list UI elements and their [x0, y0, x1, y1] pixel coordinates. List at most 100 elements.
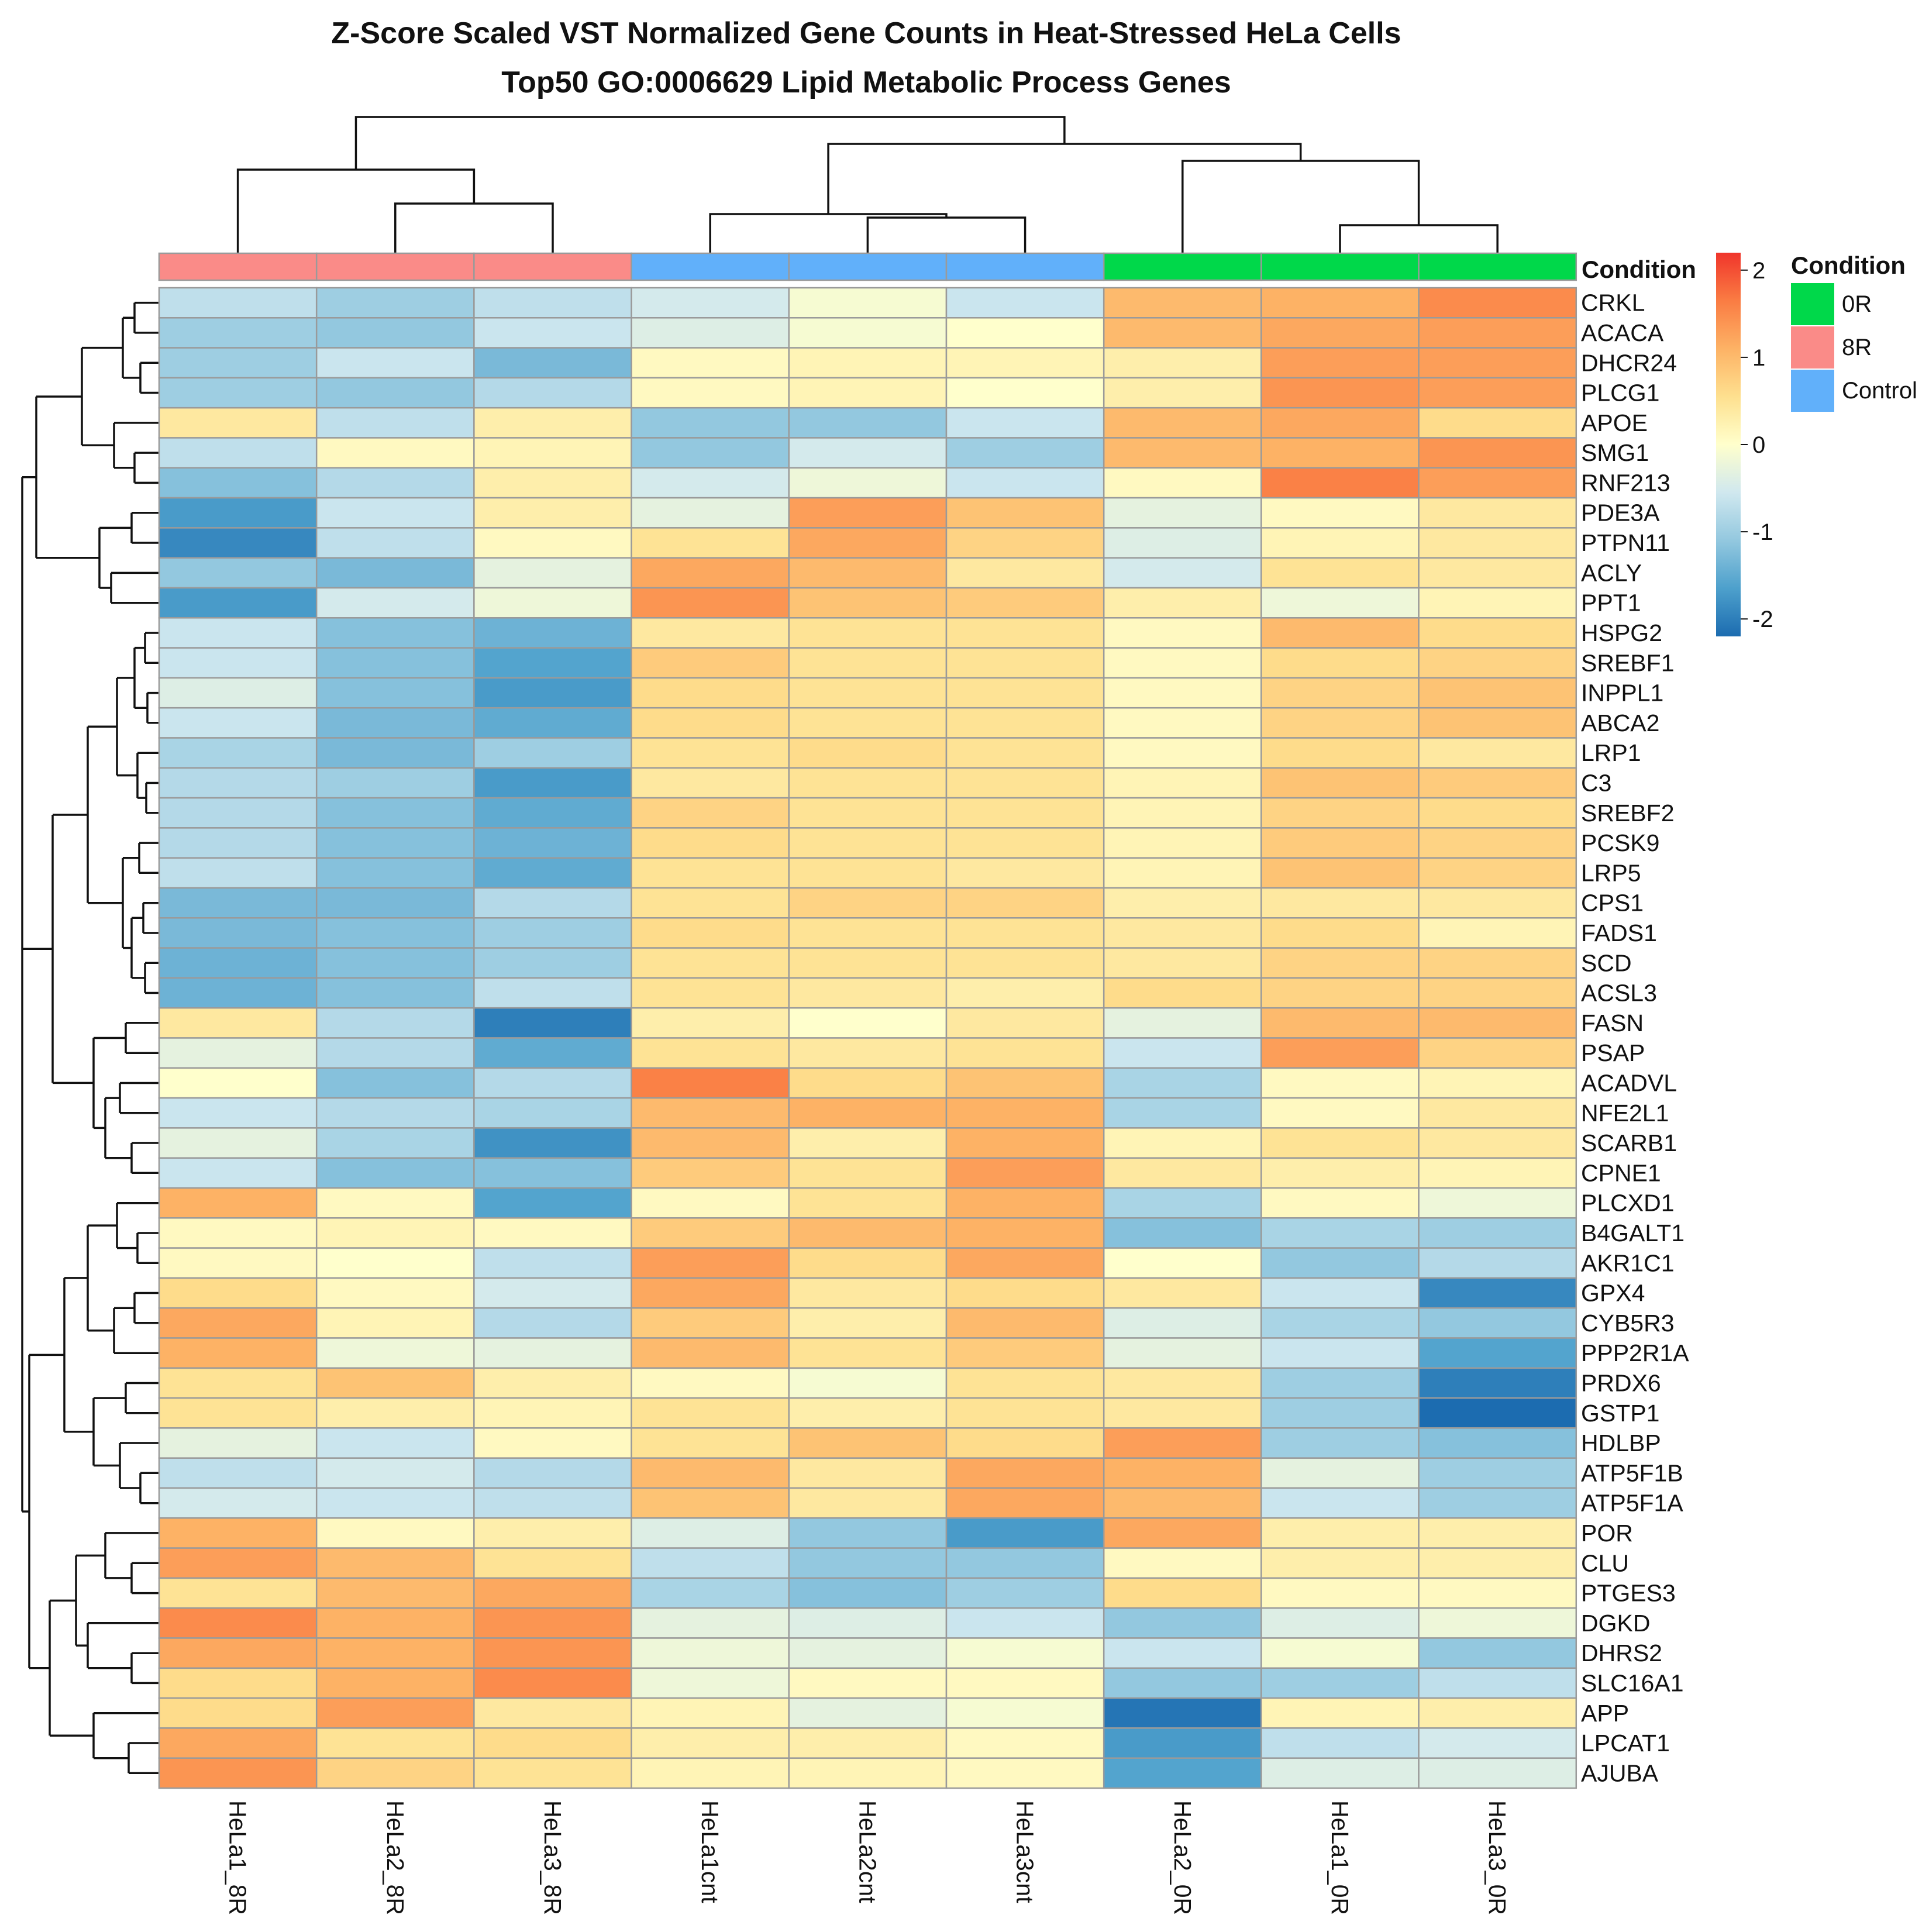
heatmap-cell-hspg2-hela1_8r: [158, 617, 318, 649]
heatmap-cell-ppp2r1a-hela2cnt: [788, 1337, 948, 1369]
gene-label-psap: PSAP: [1581, 1039, 1645, 1066]
heatmap-cell-pde3a-hela3_8r: [473, 497, 632, 529]
heatmap-cell-cps1-hela2_0r: [1103, 887, 1262, 919]
heatmap-cell-clu-hela3cnt: [945, 1547, 1105, 1579]
heatmap-cell-slc16a1-hela2cnt: [788, 1667, 948, 1699]
gene-label-ptges3: PTGES3: [1581, 1580, 1676, 1607]
legend-label-0r: 0R: [1842, 291, 1872, 317]
heatmap-cell-ptges3-hela1cnt: [631, 1577, 790, 1609]
heatmap-cell-app-hela2cnt: [788, 1697, 948, 1729]
dendrogram-branch: [394, 202, 554, 253]
scale-tick-label-neg1: -1: [1752, 519, 1773, 545]
heatmap-cell-acly-hela3_8r: [473, 557, 632, 589]
heatmap-cell-atp5f1b-hela3_0r: [1418, 1457, 1577, 1489]
heatmap-cell-nfe2l1-hela3cnt: [945, 1097, 1105, 1129]
heatmap-cell-gstp1-hela2cnt: [788, 1397, 948, 1429]
heatmap-cell-srebf2-hela1_8r: [158, 797, 318, 829]
gene-label-scd: SCD: [1581, 949, 1632, 976]
heatmap-cell-scarb1-hela2_8r: [315, 1127, 475, 1159]
heatmap-cell-ppp2r1a-hela3_0r: [1418, 1337, 1577, 1369]
heatmap-cell-por-hela1_0r: [1260, 1517, 1420, 1549]
condition-annotation-bar: [158, 252, 1577, 281]
heatmap-cell-ptpn11-hela2_0r: [1103, 527, 1262, 559]
gene-label-scarb1: SCARB1: [1581, 1129, 1677, 1156]
heatmap-cell-dgkd-hela3_0r: [1418, 1607, 1577, 1639]
heatmap-cell-ajuba-hela1_8r: [158, 1757, 318, 1789]
gene-label-ajuba: AJUBA: [1581, 1759, 1659, 1786]
heatmap-cell-abca2-hela1cnt: [631, 707, 790, 739]
heatmap-cell-crkl-hela2cnt: [788, 287, 948, 319]
gene-label-ppt1: PPT1: [1581, 590, 1641, 617]
heatmap-cell-nfe2l1-hela1cnt: [631, 1097, 790, 1129]
gene-label-b4galt1: B4GALT1: [1581, 1220, 1685, 1246]
heatmap-cell-srebf2-hela1_0r: [1260, 797, 1420, 829]
dendrogram-branch: [866, 216, 1026, 253]
heatmap-cell-ppt1-hela2_8r: [315, 587, 475, 619]
gene-label-app: APP: [1581, 1700, 1629, 1727]
heatmap-cell-gpx4-hela1_0r: [1260, 1277, 1420, 1309]
heatmap-cell-psap-hela3cnt: [945, 1037, 1105, 1069]
heatmap-cell-atp5f1b-hela2cnt: [788, 1457, 948, 1489]
heatmap-cell-lrp1-hela3_8r: [473, 737, 632, 769]
heatmap-cell-por-hela1_8r: [158, 1517, 318, 1549]
heatmap-cell-smg1-hela1_8r: [158, 437, 318, 469]
heatmap-cell-hdlbp-hela2cnt: [788, 1427, 948, 1459]
sample-label-hela2_8r: HeLa2_8R: [382, 1800, 409, 1915]
heatmap-cell-lpcat1-hela1_0r: [1260, 1727, 1420, 1759]
heatmap-cell-atp5f1b-hela3_8r: [473, 1457, 632, 1489]
heatmap-cell-ppp2r1a-hela1_8r: [158, 1337, 318, 1369]
heatmap-cell-ppp2r1a-hela2_0r: [1103, 1337, 1262, 1369]
heatmap-cell-dgkd-hela2cnt: [788, 1607, 948, 1639]
heatmap-cell-ptges3-hela1_8r: [158, 1577, 318, 1609]
heatmap-cell-fasn-hela1_8r: [158, 1007, 318, 1039]
heatmap-cell-fads1-hela2_0r: [1103, 917, 1262, 949]
heatmap-cell-cpne1-hela3_8r: [473, 1157, 632, 1189]
heatmap-cell-b4galt1-hela3_8r: [473, 1217, 632, 1249]
heatmap-cell-ajuba-hela2_8r: [315, 1757, 475, 1789]
heatmap-cell-app-hela3cnt: [945, 1697, 1105, 1729]
heatmap-cell-c3-hela1_0r: [1260, 767, 1420, 799]
heatmap-cell-cyb5r3-hela1_8r: [158, 1307, 318, 1339]
heatmap-cell-apoe-hela3cnt: [945, 407, 1105, 439]
heatmap-cell-smg1-hela2_0r: [1103, 437, 1262, 469]
heatmap-cell-gpx4-hela3_0r: [1418, 1277, 1577, 1309]
gene-label-inppl1: INPPL1: [1581, 680, 1663, 707]
heatmap-cell-abca2-hela1_0r: [1260, 707, 1420, 739]
heatmap-cell-lrp1-hela2cnt: [788, 737, 948, 769]
heatmap-cell-acadvl-hela2_0r: [1103, 1067, 1262, 1099]
heatmap-cell-dhrs2-hela1cnt: [631, 1637, 790, 1669]
heatmap-cell-fasn-hela2_0r: [1103, 1007, 1262, 1039]
heatmap-cell-acadvl-hela3_8r: [473, 1067, 632, 1099]
heatmap-cell-inppl1-hela3_0r: [1418, 677, 1577, 709]
legend-swatch-8r: [1791, 326, 1834, 369]
heatmap-cell-ptges3-hela2_8r: [315, 1577, 475, 1609]
heatmap-cell-pcsk9-hela2_0r: [1103, 827, 1262, 859]
gene-label-cps1: CPS1: [1581, 890, 1644, 917]
heatmap-cell-hdlbp-hela1cnt: [631, 1427, 790, 1459]
heatmap-cell-clu-hela2cnt: [788, 1547, 948, 1579]
heatmap-cell-ptges3-hela1_0r: [1260, 1577, 1420, 1609]
heatmap-cell-cyb5r3-hela3_8r: [473, 1307, 632, 1339]
heatmap-cell-rnf213-hela3cnt: [945, 467, 1105, 499]
heatmap-cell-srebf2-hela2_8r: [315, 797, 475, 829]
heatmap-cell-lrp5-hela1_0r: [1260, 857, 1420, 889]
heatmap-cell-plcxd1-hela2_8r: [315, 1187, 475, 1219]
heatmap-cell-cps1-hela1_8r: [158, 887, 318, 919]
heatmap-cell-slc16a1-hela3_0r: [1418, 1667, 1577, 1699]
heatmap-cell-akr1c1-hela3_0r: [1418, 1247, 1577, 1279]
heatmap-cell-atp5f1b-hela1_8r: [158, 1457, 318, 1489]
heatmap-cell-fads1-hela3_0r: [1418, 917, 1577, 949]
gene-label-dgkd: DGKD: [1581, 1610, 1650, 1637]
heatmap-cell-prdx6-hela1_0r: [1260, 1367, 1420, 1399]
heatmap-cell-abca2-hela3cnt: [945, 707, 1105, 739]
heatmap-cell-atp5f1b-hela2_8r: [315, 1457, 475, 1489]
sample-label-hela2cnt: HeLa2cnt: [854, 1800, 881, 1903]
heatmap-cell-cpne1-hela1cnt: [631, 1157, 790, 1189]
heatmap-cell-atp5f1a-hela3_8r: [473, 1487, 632, 1519]
heatmap-cell-c3-hela2cnt: [788, 767, 948, 799]
heatmap-cell-nfe2l1-hela1_8r: [158, 1097, 318, 1129]
heatmap-cell-ppp2r1a-hela1_0r: [1260, 1337, 1420, 1369]
heatmap-cell-srebf1-hela1cnt: [631, 647, 790, 679]
heatmap-cell-por-hela3_0r: [1418, 1517, 1577, 1549]
gene-label-atp5f1a: ATP5F1A: [1581, 1490, 1683, 1517]
